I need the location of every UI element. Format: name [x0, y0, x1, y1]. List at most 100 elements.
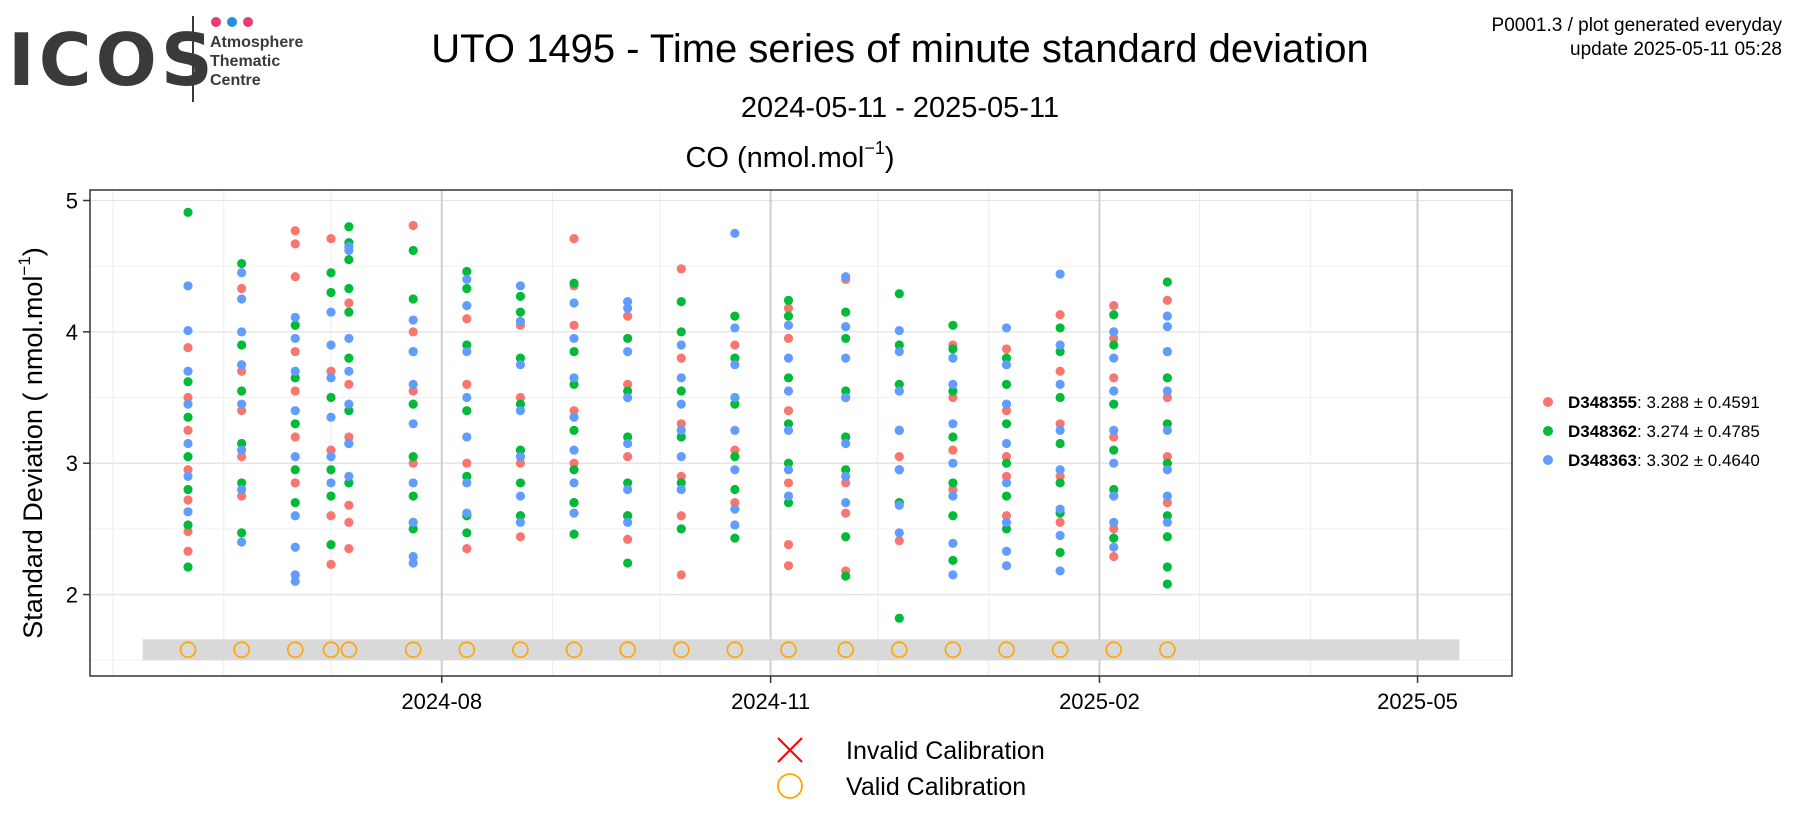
data-point-D348355	[783, 540, 794, 550]
data-point-D348362	[623, 478, 633, 488]
data-point-D348363	[237, 537, 247, 547]
data-point-D348363	[344, 399, 354, 409]
data-point-D348363	[1162, 322, 1172, 332]
data-point-D348363	[183, 471, 193, 481]
data-point-D348363	[344, 438, 354, 449]
data-point-D348355	[1162, 295, 1172, 305]
data-point-D348362	[1055, 323, 1065, 333]
data-point-D348362	[623, 558, 633, 568]
data-point-D348355	[569, 320, 579, 330]
data-point-D348362	[730, 399, 740, 409]
data-point-D348355	[344, 432, 354, 442]
data-point-D348355	[344, 379, 354, 389]
data-point-D348362	[326, 287, 336, 298]
calibration-marker	[672, 641, 690, 659]
data-point-D348363	[894, 386, 904, 396]
data-point-D348362	[290, 320, 300, 330]
data-point-D348362	[730, 452, 740, 462]
data-point-D348355	[344, 543, 354, 554]
data-point-D348363	[841, 392, 851, 403]
data-point-D348355	[623, 534, 633, 544]
data-point-D348362	[1055, 478, 1065, 488]
data-point-D348363	[730, 520, 740, 530]
data-point-D348362	[1162, 562, 1172, 572]
data-point-D348363	[730, 228, 740, 238]
data-point-D348363	[290, 570, 300, 580]
data-point-D348362	[841, 571, 851, 581]
data-point-D348363	[623, 484, 633, 495]
data-point-D348363	[1055, 465, 1065, 475]
data-point-D348362	[1055, 346, 1065, 357]
data-point-D348362	[344, 406, 354, 416]
data-point-D348355	[290, 272, 300, 282]
data-point-D348363	[326, 412, 336, 422]
calibration-marker	[944, 641, 962, 659]
data-point-D348362	[569, 498, 579, 508]
data-point-D348363	[326, 478, 336, 488]
y-tick-label: 5	[66, 189, 78, 214]
data-point-D348363	[841, 498, 851, 508]
data-point-D348363	[569, 412, 579, 422]
data-point-D348362	[1162, 277, 1172, 287]
date-range: 2024-05-11 - 2025-05-11	[741, 92, 1059, 124]
data-point-D348362	[569, 379, 579, 389]
data-point-D348362	[515, 353, 526, 363]
data-point-D348363	[1055, 566, 1065, 576]
calibration-marker	[837, 641, 854, 659]
data-point-D348355	[290, 346, 300, 357]
data-point-D348362	[1001, 458, 1012, 468]
data-point-D348362	[462, 283, 472, 294]
data-point-D348363	[237, 445, 247, 455]
data-point-D348363	[408, 419, 418, 429]
data-point-D348355	[1109, 300, 1119, 311]
valid-calibration-icon	[777, 773, 803, 799]
valid-calibration-label: Valid Calibration	[846, 773, 1026, 801]
data-point-D348355	[290, 432, 300, 442]
data-point-D348362	[326, 268, 336, 278]
data-point-D348355	[894, 536, 904, 546]
data-point-D348355	[948, 484, 958, 495]
calibration-marker	[322, 641, 340, 659]
calibration-marker	[340, 641, 358, 659]
y-tick-label: 2	[66, 583, 78, 608]
data-point-D348355	[623, 379, 633, 389]
data-point-D348363	[783, 491, 794, 501]
data-point-D348362	[408, 294, 418, 304]
data-point-D348363	[783, 386, 794, 396]
data-point-D348362	[948, 344, 958, 354]
data-point-D348363	[1109, 517, 1119, 527]
calibration-marker	[1105, 641, 1123, 659]
data-point-D348355	[1162, 392, 1172, 403]
data-point-D348363	[326, 452, 336, 462]
data-point-D348363	[408, 551, 418, 562]
invalid-calibration-label: Invalid Calibration	[846, 737, 1045, 765]
data-point-D348355	[462, 458, 472, 468]
data-point-D348363	[1162, 517, 1172, 527]
data-point-D348362	[783, 311, 794, 321]
data-point-D348355	[569, 234, 579, 244]
legend-series-name: D348362	[1568, 422, 1637, 441]
data-point-D348355	[676, 570, 686, 580]
data-point-D348363	[237, 294, 247, 304]
data-point-D348355	[183, 392, 193, 403]
data-point-D348363	[676, 340, 686, 350]
data-point-D348355	[290, 478, 300, 488]
data-point-D348362	[183, 562, 193, 572]
data-point-D348355	[730, 498, 740, 508]
data-point-D348363	[623, 346, 633, 357]
icos-logo: ICOS Atmosphere Thematic Centre	[8, 16, 303, 102]
data-point-D348363	[1001, 546, 1012, 556]
data-point-D348362	[344, 255, 354, 265]
y-tick-label: 3	[66, 451, 78, 476]
data-point-D348362	[569, 529, 579, 539]
data-point-D348363	[894, 465, 904, 475]
data-point-D348362	[462, 471, 472, 481]
data-point-D348362	[462, 340, 472, 350]
data-point-D348362	[1055, 438, 1065, 449]
data-point-D348363	[183, 438, 193, 449]
data-point-D348363	[1109, 491, 1119, 501]
data-point-D348362	[1001, 524, 1012, 534]
data-point-D348362	[1109, 533, 1119, 543]
data-point-D348362	[1162, 458, 1172, 468]
